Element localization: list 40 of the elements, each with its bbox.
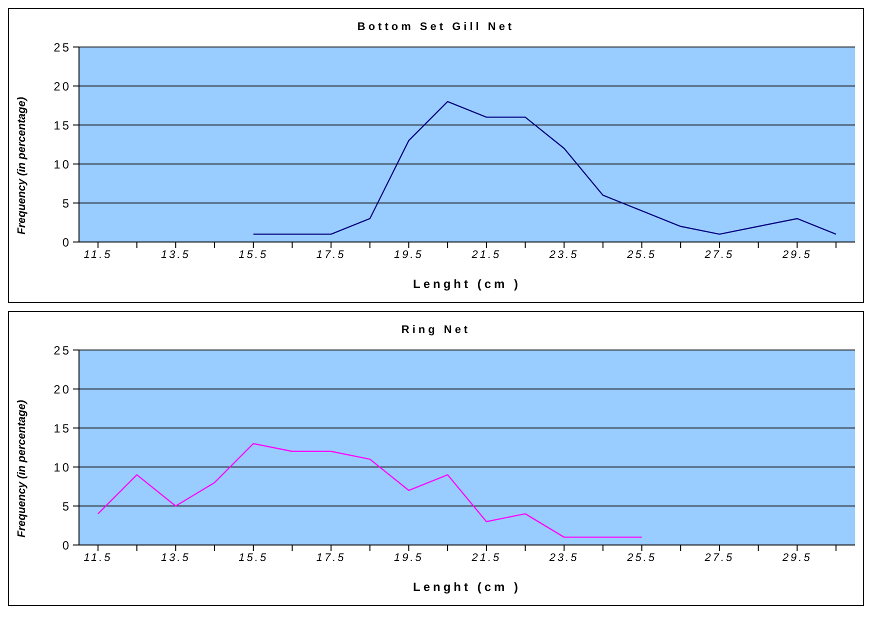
line-series [252, 101, 837, 235]
x-tick-label: 15.5 [238, 552, 268, 564]
x-tick-label: 13.5 [160, 248, 190, 261]
y-tick-label: 20 [54, 79, 71, 94]
x-tick-label: 17.5 [316, 248, 346, 261]
x-tick-label: 15.5 [238, 248, 268, 261]
y-tick-label: 25 [54, 40, 71, 54]
y-axis-title: Frequency (in percentage) [16, 96, 28, 234]
x-tick-label: 21.5 [470, 552, 502, 564]
x-tick-label: 25.5 [626, 248, 656, 261]
x-tick-label: 29.5 [781, 552, 812, 564]
x-axis-title: Lenght (cm ) [413, 580, 521, 594]
x-tick-label: 23.5 [548, 248, 579, 261]
x-tick-label: 19.5 [394, 552, 424, 564]
x-tick-label: 29.5 [781, 248, 812, 261]
x-tick-label: 27.5 [704, 552, 734, 564]
line-series [97, 443, 642, 538]
x-tick-label: 27.5 [704, 248, 734, 261]
x-tick-label: 11.5 [84, 248, 112, 261]
x-tick-label: 19.5 [394, 248, 424, 261]
y-tick-label: 5 [62, 196, 71, 210]
y-tick-label: 10 [54, 460, 71, 474]
x-tick-label: 17.5 [316, 552, 346, 564]
y-tick-label: 10 [54, 157, 71, 172]
chart-title: Ring Net [400, 324, 472, 336]
y-tick-label: 0 [62, 235, 71, 250]
y-tick-label: 15 [54, 118, 71, 132]
chart-title: Bottom Set Gill Net [356, 21, 516, 33]
x-tick-label: 21.5 [470, 248, 502, 261]
y-tick-label: 5 [62, 499, 71, 514]
x-axis-title: Lenght (cm ) [413, 277, 521, 291]
y-tick-label: 0 [62, 538, 71, 552]
x-tick-label: 23.5 [548, 552, 579, 564]
y-tick-label: 15 [54, 421, 71, 436]
y-axis-title: Frequency (in percentage) [16, 400, 28, 538]
x-tick-label: 25.5 [626, 552, 656, 564]
y-tick-label: 25 [54, 343, 71, 358]
x-tick-label: 13.5 [160, 552, 190, 564]
y-tick-label: 20 [54, 382, 71, 396]
x-tick-label: 11.5 [84, 552, 112, 564]
